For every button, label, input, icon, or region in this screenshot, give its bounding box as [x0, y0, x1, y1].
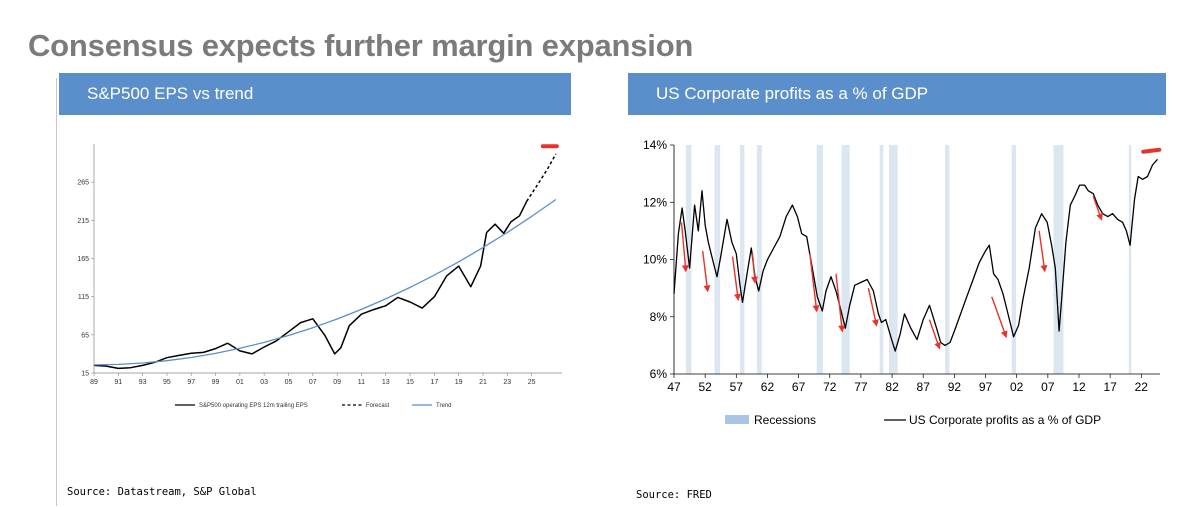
profits-x-tick-label: 62	[761, 380, 775, 394]
profits-x-tick-label: 02	[1010, 380, 1024, 394]
profits-x-tick-label: 82	[885, 380, 899, 394]
profits-x-tick-label: 92	[948, 380, 962, 394]
chart2-header: US Corporate profits as a % of GDP	[628, 73, 1166, 115]
red-arrow-annotation	[835, 273, 846, 333]
eps-x-tick-label: 23	[503, 379, 511, 386]
left-divider	[56, 78, 57, 506]
profits-red-marker	[1141, 147, 1162, 154]
eps-x-tick-label: 97	[187, 379, 195, 386]
eps-x-tick-label: 99	[212, 379, 220, 386]
eps-x-tick-label: 09	[333, 379, 341, 386]
eps-x-tick-label: 95	[163, 379, 171, 386]
red-arrow-annotation	[731, 256, 741, 301]
profits-x-tick-label: 77	[854, 380, 868, 394]
profits-series-line	[673, 158, 1158, 352]
eps-x-tick-label: 15	[406, 379, 414, 386]
legend-recessions-swatch	[725, 415, 749, 424]
eps-x-tick-label: 21	[479, 379, 487, 386]
recession-band	[756, 145, 762, 374]
recession-band	[714, 145, 721, 374]
eps-x-tick-label: 19	[455, 379, 463, 386]
red-arrow-annotation	[1092, 196, 1103, 221]
eps-x-tick-label: 01	[236, 379, 244, 386]
chart1-source: Source: Datastream, S&P Global	[67, 486, 257, 498]
profits-x-tick-label: 22	[1135, 380, 1149, 394]
red-arrow-annotation	[1038, 230, 1048, 273]
eps-x-tick-label: 25	[528, 379, 536, 386]
chart1-header: S&P500 EPS vs trend	[59, 73, 571, 115]
eps-y-tick-label: 165	[77, 256, 89, 263]
eps-y-tick-label: 265	[77, 180, 89, 187]
eps-x-tick-label: 07	[309, 379, 317, 386]
recession-band	[740, 145, 745, 374]
profits-x-tick-label: 67	[792, 380, 806, 394]
red-arrow-annotation	[928, 319, 941, 350]
page-title: Consensus expects further margin expansi…	[28, 28, 694, 63]
profits-y-tick-label: 10%	[643, 253, 667, 267]
eps-legend-label: Forecast	[366, 403, 390, 409]
eps-x-tick-label: 03	[260, 379, 268, 386]
recession-band	[1011, 145, 1017, 374]
profits-x-tick-label: 57	[730, 380, 744, 394]
recession-band	[1128, 145, 1132, 374]
eps-x-tick-label: 91	[114, 379, 122, 386]
profits-y-tick-label: 8%	[650, 310, 668, 324]
eps-x-tick-label: 13	[382, 379, 390, 386]
profits-x-tick-label: 87	[917, 380, 931, 394]
recession-band	[841, 145, 850, 374]
red-arrow-annotation	[751, 253, 759, 284]
profits-x-tick-label: 07	[1041, 380, 1055, 394]
red-arrow-annotation	[680, 222, 689, 273]
eps-y-tick-label: 215	[77, 218, 89, 225]
eps-x-tick-label: 93	[139, 379, 147, 386]
eps-x-tick-label: 11	[358, 379, 365, 386]
red-arrow-annotation	[701, 250, 711, 293]
profits-x-tick-label: 97	[979, 380, 993, 394]
recession-band	[816, 145, 823, 374]
eps-legend-label: Trend	[436, 403, 451, 409]
legend-recessions-label: Recessions	[754, 413, 816, 427]
eps-x-tick-label: 89	[90, 379, 98, 386]
profits-x-tick-label: 52	[698, 380, 712, 394]
recession-band	[1053, 145, 1064, 374]
profits-x-tick-label: 17	[1103, 380, 1117, 394]
profits-x-tick-label: 72	[823, 380, 837, 394]
red-arrow-annotation	[809, 253, 820, 313]
eps-y-tick-label: 65	[81, 332, 89, 339]
profits-x-tick-label: 47	[667, 380, 681, 394]
red-arrow-annotation	[867, 287, 879, 327]
eps-series-line-1	[526, 153, 557, 202]
red-arrow-annotation	[991, 296, 1008, 339]
eps-series-line-0	[93, 200, 528, 370]
profits-y-tick-label: 6%	[650, 367, 668, 381]
recession-band	[888, 145, 898, 374]
eps-x-tick-label: 17	[430, 379, 438, 386]
eps-legend-label: S&P500 operating EPS 12m trailing EPS	[199, 403, 308, 409]
eps-series-line-2	[93, 198, 557, 366]
eps-x-tick-label: 05	[285, 379, 293, 386]
recession-band	[879, 145, 884, 374]
chart2-source: Source: FRED	[636, 489, 712, 501]
profits-y-tick-label: 14%	[643, 138, 667, 152]
eps-y-tick-label: 115	[78, 294, 89, 301]
legend-profits-label: US Corporate profits as a % of GDP	[909, 413, 1101, 427]
profits-x-tick-label: 12	[1072, 380, 1086, 394]
eps-y-tick-label: 15	[81, 371, 89, 378]
profits-y-tick-label: 12%	[643, 195, 667, 209]
recession-band	[945, 145, 950, 374]
